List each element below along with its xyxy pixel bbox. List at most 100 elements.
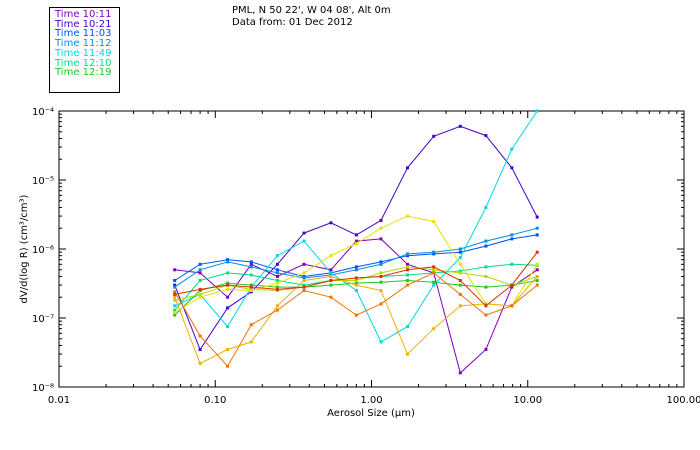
series-11 — [173, 250, 539, 308]
data-point — [226, 287, 230, 291]
data-point — [484, 244, 488, 248]
data-point — [275, 304, 279, 308]
data-point — [354, 281, 358, 285]
data-point — [535, 262, 539, 266]
x-tick-label: 0.01 — [48, 395, 70, 406]
data-point — [406, 262, 409, 266]
data-point — [226, 306, 230, 310]
data-point — [249, 323, 253, 327]
data-point — [173, 279, 177, 282]
data-point — [275, 262, 279, 266]
legend-entry: Time 10:21 — [55, 18, 112, 30]
data-point — [458, 304, 462, 308]
data-point — [249, 285, 253, 289]
data-point — [302, 239, 306, 243]
data-point — [406, 252, 409, 256]
data-point — [354, 242, 358, 245]
data-point — [173, 313, 177, 317]
data-point — [406, 273, 409, 277]
data-point — [275, 275, 279, 278]
legend-entry: Time 11:03 — [55, 28, 112, 40]
data-point — [458, 292, 462, 296]
data-point — [379, 226, 383, 230]
data-point — [510, 283, 514, 287]
data-point — [302, 279, 306, 282]
data-point — [226, 295, 230, 299]
data-point — [226, 348, 230, 351]
y-axis-label: dV/d(log R) (cm³/cm³) — [19, 194, 30, 303]
data-point — [535, 233, 539, 237]
data-point — [432, 283, 436, 287]
location-text: PML, N 50 22', W 04 08', Alt 0m — [232, 5, 391, 16]
data-point — [535, 215, 539, 219]
data-point — [354, 289, 358, 292]
data-point — [198, 287, 202, 291]
data-point — [510, 237, 514, 241]
data-point — [432, 327, 436, 331]
data-point — [432, 134, 436, 138]
data-point — [302, 289, 306, 292]
data-point — [510, 285, 514, 289]
data-point — [406, 268, 409, 272]
data-point — [484, 302, 488, 306]
data-point — [198, 271, 202, 275]
data-point — [173, 304, 177, 308]
data-point — [510, 166, 514, 170]
data-point — [379, 237, 383, 241]
data-point — [226, 281, 230, 285]
data-point — [484, 313, 488, 317]
data-point — [226, 258, 230, 262]
data-point — [432, 280, 436, 284]
data-point — [329, 271, 333, 275]
data-point — [406, 352, 409, 356]
data-point — [535, 109, 539, 113]
data-point — [198, 292, 202, 296]
data-point — [173, 290, 177, 294]
data-point — [484, 265, 488, 269]
data-point — [406, 254, 409, 258]
data-point — [173, 308, 177, 312]
data-point — [432, 265, 436, 269]
data-point — [458, 371, 462, 375]
data-point — [510, 233, 514, 237]
data-point — [484, 134, 488, 138]
data-point — [458, 262, 462, 266]
data-point — [510, 262, 514, 266]
legend-entry: Time 10:11 — [55, 9, 112, 20]
data-point — [302, 276, 306, 280]
data-point — [354, 279, 358, 282]
data-date-text: Data from: 01 Dec 2012 — [232, 17, 353, 28]
series-1 — [173, 124, 539, 351]
legend: Time 10:11 Time 10:21 Time 11:03 Time 11:12… — [49, 7, 120, 93]
data-point — [302, 283, 306, 287]
data-point — [354, 276, 358, 280]
data-point — [275, 279, 279, 282]
series-layer — [173, 109, 539, 375]
data-point — [484, 206, 488, 209]
data-point — [173, 298, 177, 302]
data-point — [484, 285, 488, 289]
data-point — [226, 325, 230, 329]
data-point — [329, 268, 333, 272]
data-point — [329, 279, 333, 282]
data-point — [510, 304, 514, 308]
x-tick-label: 0.10 — [204, 395, 226, 406]
data-point — [458, 250, 462, 254]
data-point — [510, 147, 514, 151]
data-point — [329, 221, 333, 225]
data-point — [198, 279, 202, 282]
data-point — [458, 124, 462, 128]
data-point — [484, 275, 488, 278]
data-point — [226, 271, 230, 275]
data-point — [302, 231, 306, 235]
data-point — [198, 295, 202, 299]
legend-entry: Time 11:12 — [55, 38, 112, 50]
data-point — [275, 281, 279, 285]
x-axis-label: Aerosol Size (µm) — [327, 408, 415, 419]
data-point — [379, 262, 383, 266]
chart-header: PML, N 50 22', W 04 08', Alt 0m Data fro… — [232, 5, 391, 29]
x-tick-label: 10.00 — [513, 395, 542, 406]
axes: 0.01 0.10 1.00 10.00 100.00 10⁻⁸ 10⁻⁷ 10⁻⁶ 10⁻⁵ 1… — [32, 107, 700, 406]
data-point — [458, 279, 462, 282]
data-point — [406, 283, 409, 287]
